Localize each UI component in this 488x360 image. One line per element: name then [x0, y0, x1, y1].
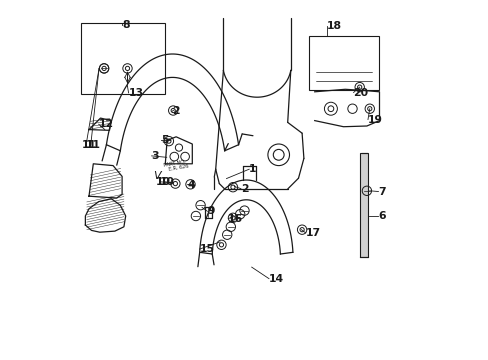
Text: 10: 10: [160, 177, 175, 187]
Text: 5: 5: [161, 135, 168, 145]
Text: 16: 16: [228, 213, 243, 224]
Text: 2: 2: [172, 106, 180, 116]
Text: 8: 8: [122, 20, 129, 30]
Text: V: V: [153, 171, 161, 181]
Text: 6: 6: [378, 211, 385, 221]
Text: 10: 10: [155, 177, 170, 187]
Text: 4: 4: [187, 180, 195, 190]
Text: 11: 11: [86, 140, 101, 150]
Text: 12: 12: [99, 119, 114, 129]
Text: 19: 19: [367, 114, 382, 125]
Text: 7: 7: [378, 186, 385, 197]
Text: 15: 15: [199, 244, 214, 254]
Bar: [309, 36, 379, 90]
Text: 1: 1: [249, 164, 256, 174]
Bar: [360, 153, 367, 257]
Text: PART NO.: PART NO.: [163, 159, 185, 168]
Text: 14: 14: [268, 274, 284, 284]
Text: 13: 13: [128, 88, 143, 98]
Text: 17: 17: [305, 228, 320, 238]
Bar: [81, 23, 165, 94]
Text: 3: 3: [151, 151, 159, 161]
Text: 18: 18: [326, 21, 342, 31]
Text: 20: 20: [353, 87, 368, 98]
Text: 9: 9: [207, 206, 215, 216]
Text: E.R. 626: E.R. 626: [168, 163, 189, 172]
Text: 2: 2: [241, 184, 248, 194]
Text: 11: 11: [81, 140, 97, 150]
